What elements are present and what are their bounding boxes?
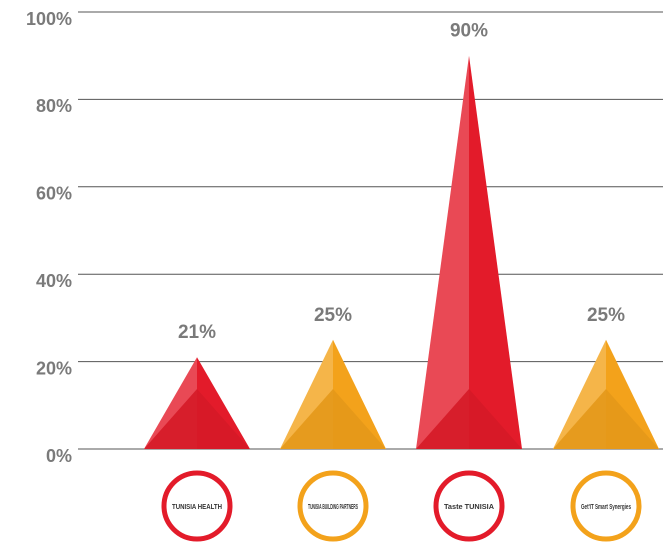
category-badge bbox=[297, 470, 369, 542]
bar-base bbox=[553, 389, 659, 449]
y-tick-label: 60% bbox=[36, 184, 72, 204]
x-tick-label: Get'IT Smart Synergies bbox=[581, 504, 631, 511]
category-badge bbox=[433, 470, 505, 542]
category-badge bbox=[161, 470, 233, 542]
x-tick-label: Taste TUNISIA bbox=[444, 504, 494, 511]
y-tick-label: 100% bbox=[26, 9, 72, 29]
bar-base bbox=[416, 389, 522, 449]
bar bbox=[416, 55, 522, 449]
value-label: 25% bbox=[314, 305, 352, 326]
value-label: 21% bbox=[178, 322, 216, 343]
bar bbox=[553, 339, 659, 449]
y-tick-label: 0% bbox=[46, 446, 72, 466]
bar bbox=[144, 357, 250, 449]
x-tick-label: TUNISIA BUILDING PARTNERS bbox=[308, 504, 358, 511]
y-tick-label: 40% bbox=[36, 271, 72, 291]
bar bbox=[280, 339, 386, 449]
y-tick-label: 80% bbox=[36, 96, 72, 116]
x-tick-label: TUNISIA HEALTH bbox=[172, 504, 222, 511]
bar-base bbox=[280, 389, 386, 449]
y-tick-label: 20% bbox=[36, 358, 72, 378]
value-label: 25% bbox=[587, 305, 625, 326]
value-label: 90% bbox=[450, 21, 488, 42]
bar-right bbox=[469, 55, 522, 449]
bar-base bbox=[144, 389, 250, 449]
category-badge bbox=[570, 470, 642, 542]
bar-left bbox=[416, 55, 469, 449]
